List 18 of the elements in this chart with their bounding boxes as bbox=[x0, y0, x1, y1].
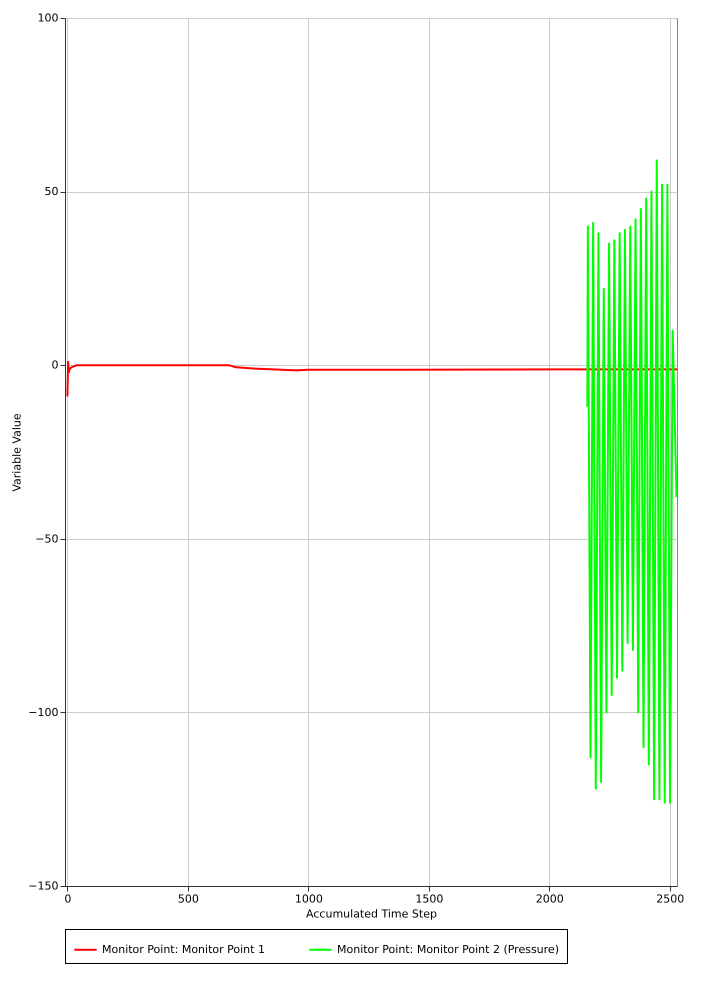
line-series bbox=[586, 159, 677, 804]
legend-label: Monitor Point: Monitor Point 1 bbox=[102, 942, 265, 956]
y-tick-label: −150 bbox=[28, 880, 58, 892]
legend-label: Monitor Point: Monitor Point 2 (Pressure) bbox=[337, 942, 559, 956]
y-tick-label: 0 bbox=[52, 358, 58, 372]
line-series bbox=[66, 360, 677, 398]
x-tick-label: 1500 bbox=[415, 892, 444, 906]
y-tick-label: −100 bbox=[28, 706, 58, 719]
y-tick-label: 100 bbox=[38, 12, 58, 24]
x-tick-label: 2000 bbox=[536, 892, 564, 906]
x-axis-title: Accumulated Time Step bbox=[306, 908, 437, 920]
x-tick-label: 1000 bbox=[294, 892, 323, 906]
x-tick-label: 2500 bbox=[656, 892, 684, 906]
y-tick-label: 50 bbox=[44, 185, 58, 198]
y-axis-title: Variable Value bbox=[10, 413, 24, 492]
y-tick-label: −50 bbox=[35, 532, 58, 546]
x-tick-label: 0 bbox=[64, 892, 72, 906]
x-tick-label: 500 bbox=[178, 892, 199, 906]
